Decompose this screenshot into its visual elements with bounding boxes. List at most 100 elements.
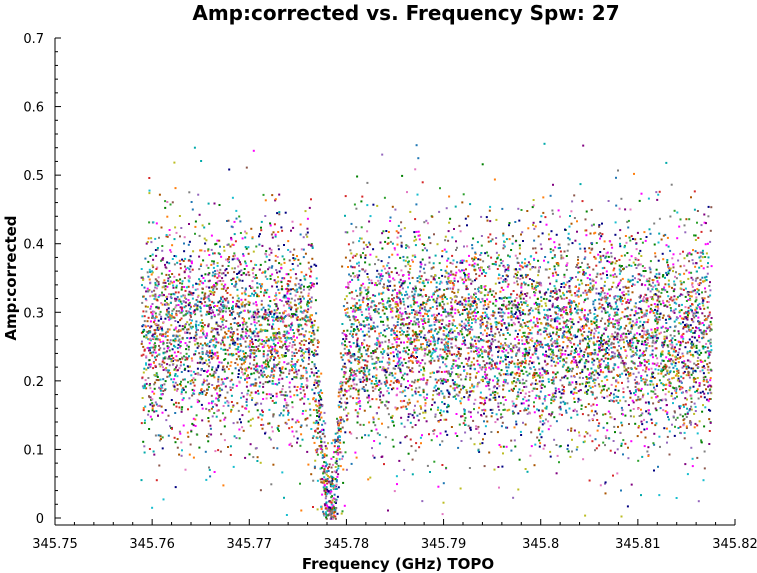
data-point [546, 318, 549, 321]
data-point [536, 285, 539, 288]
data-point [473, 335, 476, 338]
data-point [369, 297, 372, 299]
data-point [346, 353, 349, 356]
data-point [377, 357, 380, 359]
data-point [308, 342, 310, 345]
data-point [208, 352, 211, 355]
data-point [171, 244, 174, 247]
data-point [299, 301, 302, 304]
data-point [350, 384, 353, 387]
data-point [541, 346, 544, 349]
data-point [529, 412, 531, 415]
data-point [601, 267, 604, 270]
data-point [399, 278, 402, 281]
data-point [403, 389, 406, 392]
data-point [199, 249, 202, 252]
data-point [166, 285, 169, 288]
data-point [655, 268, 658, 271]
data-point [337, 391, 340, 394]
data-point [308, 285, 311, 288]
data-point [608, 353, 610, 356]
data-point [181, 258, 184, 261]
data-point [538, 290, 541, 293]
data-point [180, 361, 182, 364]
data-point [485, 396, 488, 399]
data-point [511, 313, 514, 316]
data-point [240, 421, 242, 424]
data-point [330, 516, 333, 519]
data-point [558, 390, 561, 393]
data-point [698, 282, 701, 285]
data-point [522, 402, 525, 405]
data-point [235, 302, 238, 305]
data-point [707, 356, 710, 359]
data-point [599, 343, 602, 346]
data-point [169, 280, 172, 283]
data-point [262, 355, 265, 358]
data-point [556, 306, 559, 309]
data-point [289, 269, 292, 272]
data-point [158, 344, 160, 347]
data-point [697, 236, 700, 239]
data-point [461, 269, 463, 272]
data-point [687, 372, 690, 375]
data-point [602, 388, 605, 391]
data-point [626, 307, 629, 310]
data-point [386, 361, 389, 364]
data-point [620, 336, 623, 339]
data-point [154, 351, 157, 354]
data-point [698, 306, 701, 309]
data-point [168, 274, 170, 276]
data-point [222, 382, 225, 385]
data-point [151, 402, 154, 405]
data-point [608, 400, 611, 402]
data-point [480, 368, 483, 371]
data-point [170, 378, 173, 381]
data-point [623, 254, 626, 257]
data-point [576, 364, 578, 367]
data-point [518, 219, 521, 222]
data-point [593, 306, 596, 309]
data-point [674, 308, 677, 311]
data-point [548, 348, 550, 351]
data-point [179, 311, 182, 314]
data-point [277, 354, 280, 357]
data-point [275, 349, 278, 352]
data-point [638, 263, 641, 266]
data-point [503, 312, 506, 315]
data-point [584, 348, 587, 351]
data-point [226, 292, 229, 294]
data-point [536, 339, 538, 342]
data-point [372, 309, 375, 312]
data-point [482, 269, 485, 272]
data-point [533, 464, 536, 467]
data-point [556, 338, 559, 341]
data-point [436, 435, 438, 438]
data-point [534, 382, 537, 385]
data-point [216, 351, 219, 354]
data-point [157, 434, 160, 437]
data-point [387, 363, 390, 366]
data-point [242, 272, 245, 275]
data-point [528, 372, 531, 375]
data-point [532, 321, 535, 324]
data-point [529, 255, 532, 258]
data-point [553, 292, 556, 294]
data-point [210, 263, 213, 266]
data-point [692, 332, 695, 334]
data-point [592, 363, 595, 366]
data-point [502, 289, 505, 291]
data-point [498, 331, 501, 334]
data-point [346, 231, 349, 234]
data-point [273, 314, 275, 316]
data-point [168, 349, 171, 352]
data-point [623, 297, 626, 300]
data-point [367, 355, 370, 358]
data-point [455, 397, 457, 400]
data-point [687, 341, 690, 344]
data-point [439, 432, 442, 435]
data-point [692, 320, 695, 323]
data-point [555, 333, 558, 336]
data-point [222, 337, 225, 339]
data-point [600, 380, 603, 383]
